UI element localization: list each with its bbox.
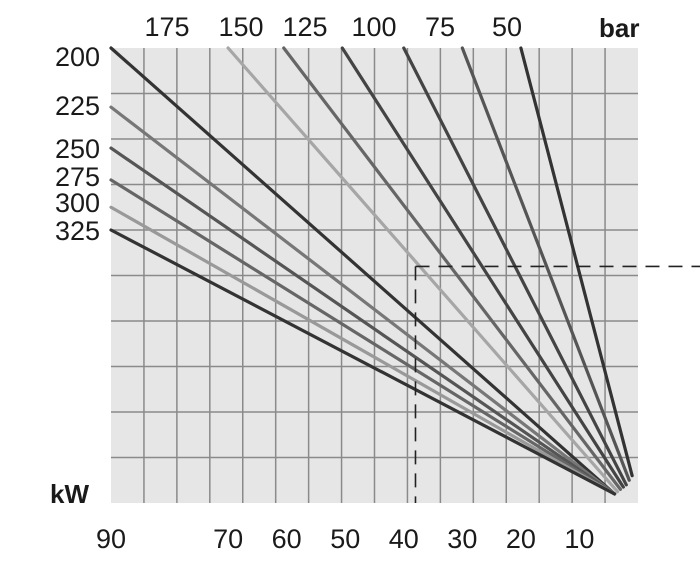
left-tick-label: 250 xyxy=(55,134,100,164)
axis-labels: kW bar 90 70 60 50 40 30 20 10 175 150 125 100 75 50 2… xyxy=(50,12,639,554)
series-line-50 xyxy=(519,46,634,478)
x-tick-label: 40 xyxy=(389,524,419,554)
series-line-325 xyxy=(109,228,617,496)
series-line-125 xyxy=(340,46,625,489)
x-tick-label: 60 xyxy=(272,524,302,554)
x-tick-label: 70 xyxy=(213,524,243,554)
reference-guides xyxy=(414,265,700,503)
x-axis-unit-label: kW xyxy=(50,479,89,509)
top-axis-unit-label: bar xyxy=(599,13,639,43)
x-tick-label: 20 xyxy=(506,524,536,554)
series-line-225 xyxy=(109,105,617,496)
series-line-75 xyxy=(460,46,631,482)
series-line-275 xyxy=(109,178,617,496)
top-tick-label: 125 xyxy=(282,12,327,42)
top-tick-label: 50 xyxy=(492,12,522,42)
x-tick-label: 90 xyxy=(96,524,126,554)
left-tick-label: 325 xyxy=(55,216,100,246)
top-tick-label: 150 xyxy=(218,12,263,42)
top-tick-label: 175 xyxy=(144,12,189,42)
series-line-300 xyxy=(109,205,617,496)
series-line-250 xyxy=(109,146,617,496)
series-line-150 xyxy=(282,46,623,491)
left-tick-label: 200 xyxy=(55,42,100,72)
x-tick-label: 50 xyxy=(330,524,360,554)
x-tick-label: 30 xyxy=(447,524,477,554)
left-tick-label: 225 xyxy=(55,91,100,121)
left-tick-label: 300 xyxy=(55,188,100,218)
series-line-175 xyxy=(226,46,620,494)
top-tick-label: 75 xyxy=(425,12,455,42)
left-tick-label: 275 xyxy=(55,162,100,192)
x-tick-label: 10 xyxy=(564,524,594,554)
top-tick-label: 100 xyxy=(351,12,396,42)
series-line-200 xyxy=(109,46,617,496)
